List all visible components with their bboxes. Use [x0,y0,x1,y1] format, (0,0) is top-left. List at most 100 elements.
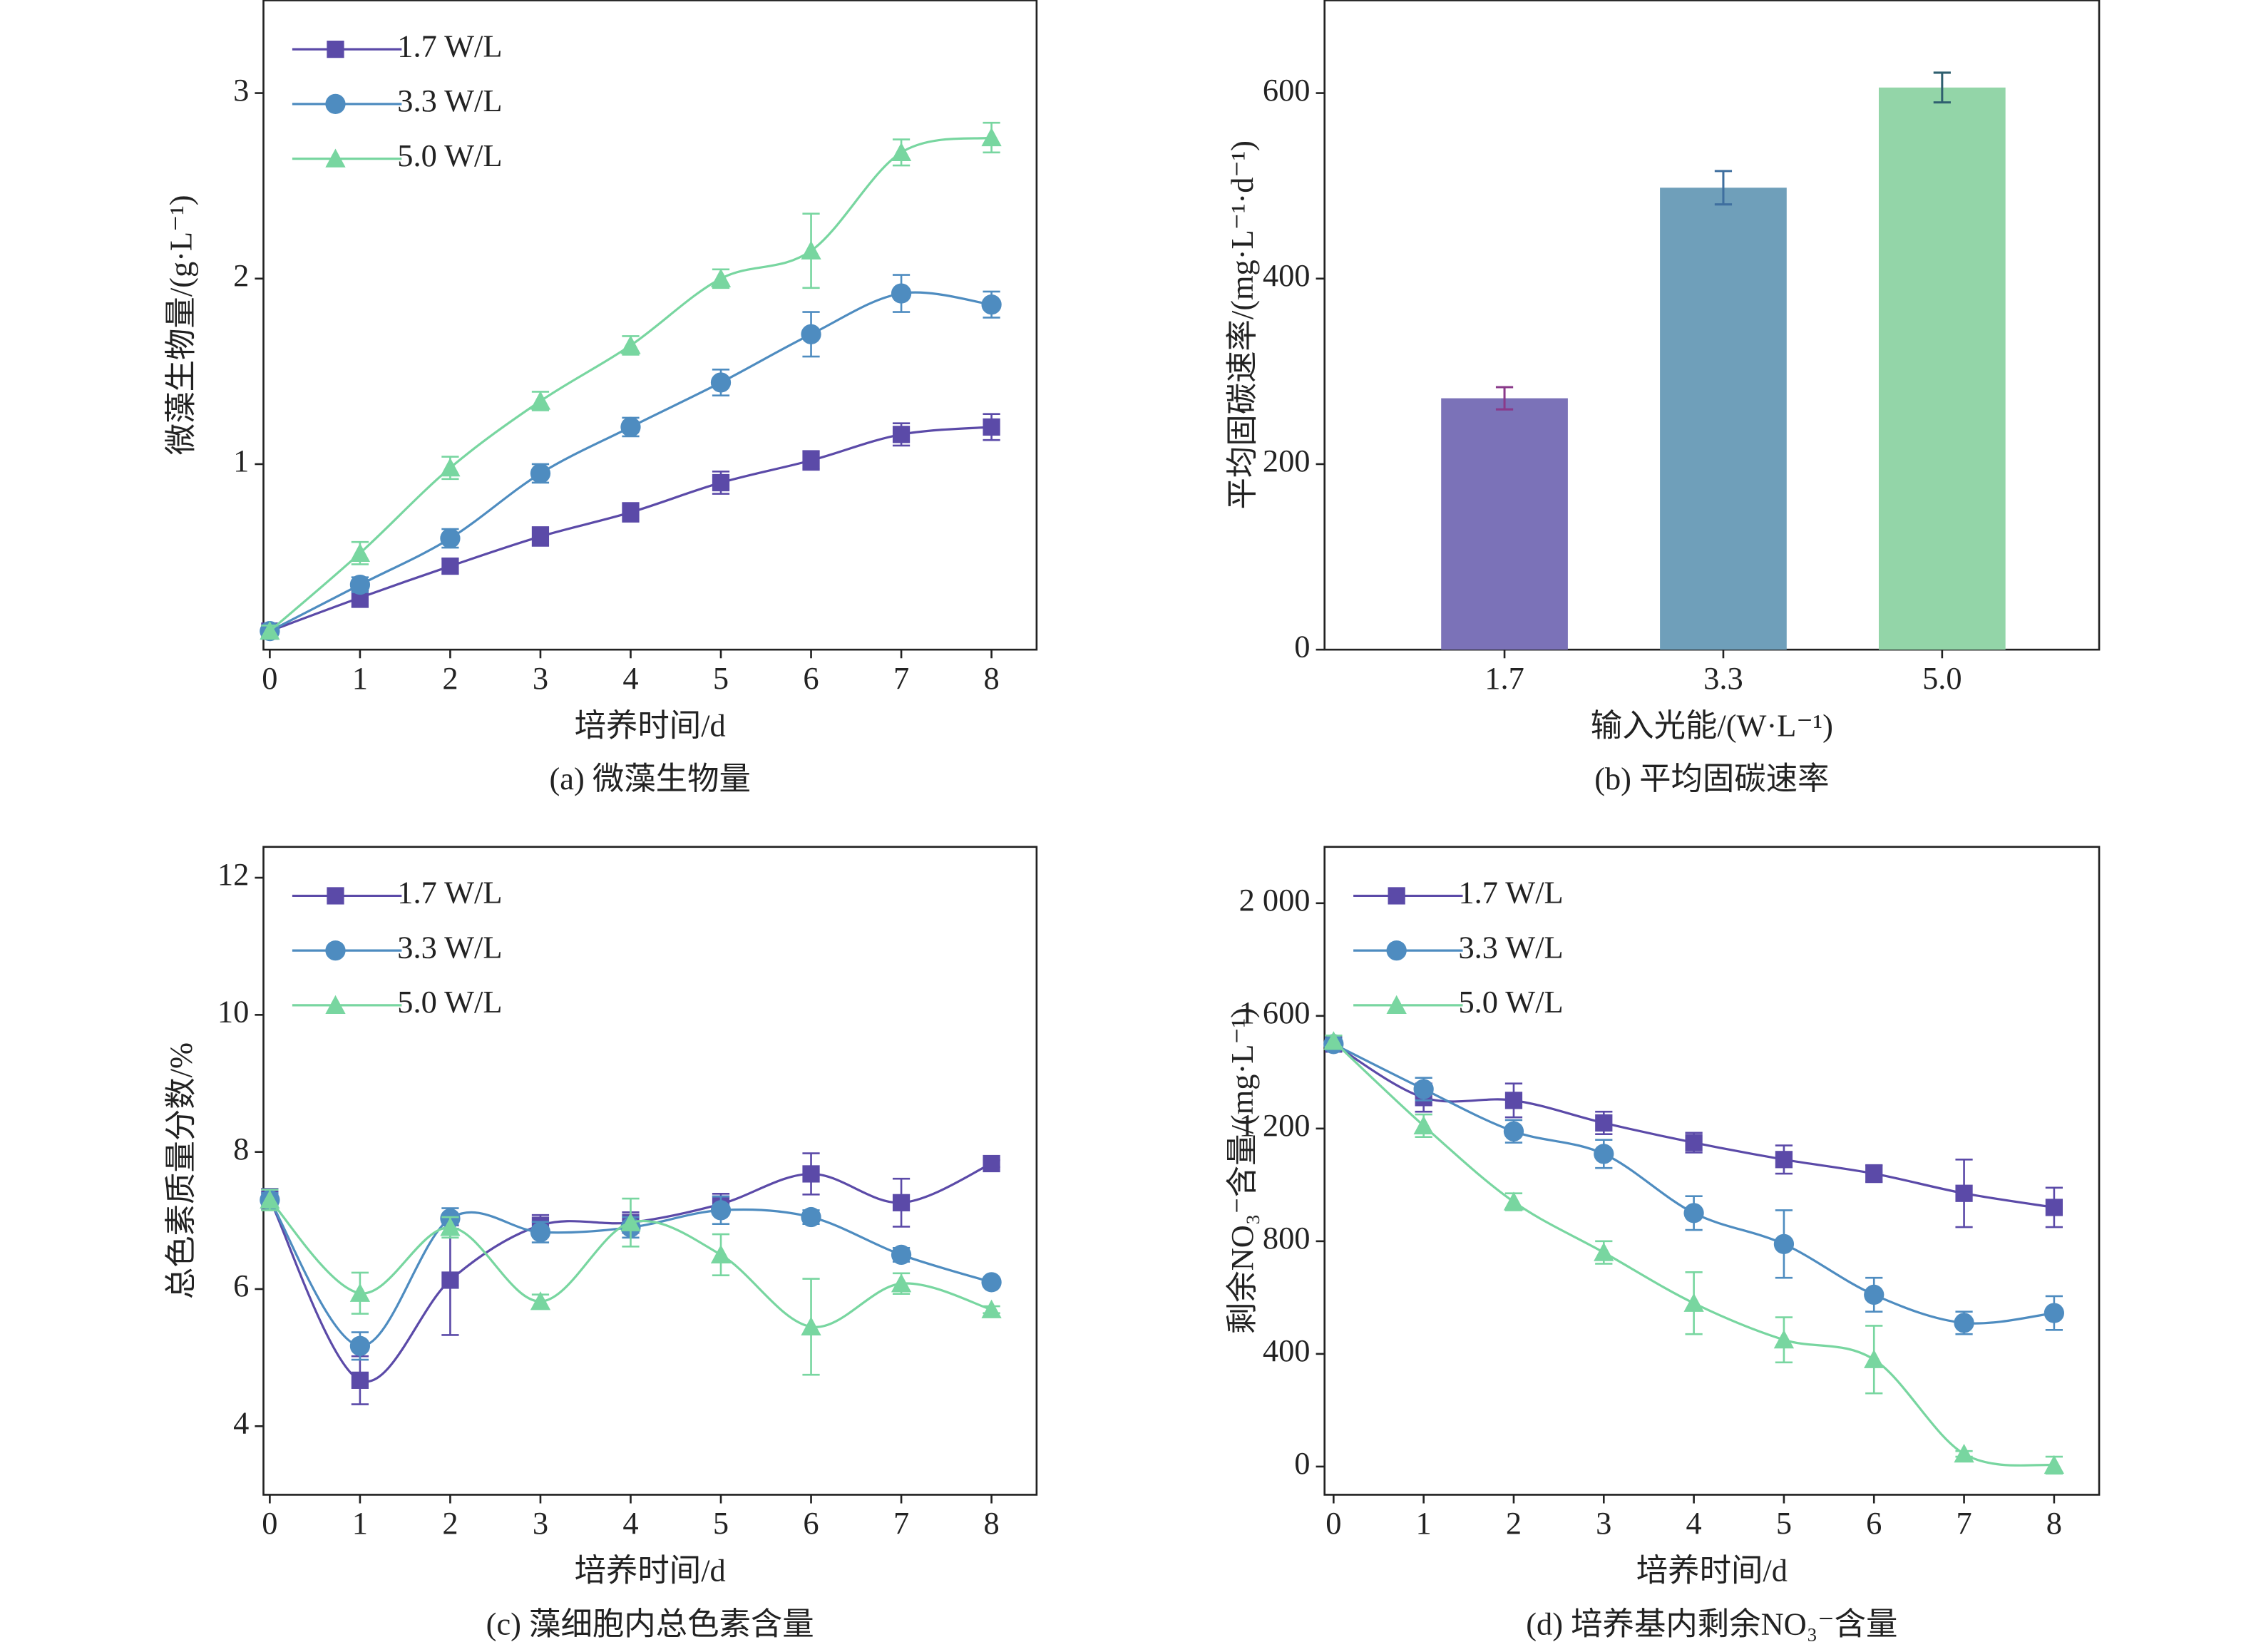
marker [1323,1031,1344,1050]
marker [351,1371,369,1389]
legend-label: 5.0 W/L [397,984,502,1020]
marker [891,283,912,304]
legend-label: 3.3 W/L [397,929,502,965]
y-tick-label: 400 [1263,1333,1311,1368]
y-tick-label: 2 [233,257,249,293]
x-tick-label: 4 [622,1505,638,1541]
marker [440,528,461,549]
x-tick-label: 3 [1596,1505,1611,1541]
x-tick-label: 4 [1686,1505,1701,1541]
bar [1660,188,1787,650]
legend-marker [327,41,344,58]
marker [2045,1199,2063,1216]
marker [710,1244,732,1264]
marker [2044,1455,2065,1474]
x-tick-label: 2 [442,660,458,696]
y-tick-label: 4 [233,1405,249,1440]
y-axis-label: 平均固碳速率/(mg·L⁻¹·d⁻¹) [1224,140,1260,510]
x-tick-label: 7 [1956,1505,1971,1541]
series-line [269,136,992,632]
marker [892,1194,911,1211]
marker [710,268,732,287]
series-line [269,426,992,632]
marker [1683,1293,1704,1312]
marker [620,416,641,438]
marker [622,503,640,521]
y-tick-label: 600 [1263,72,1311,108]
marker [1864,1284,1885,1305]
x-tick-label: 4 [622,660,638,696]
caption: (d) 培养基内剩余NO₃⁻含量 [1526,1606,1897,1641]
marker [981,1272,1002,1293]
marker [981,294,1002,315]
plot-frame [262,0,1038,651]
panel: 0 400 800 1 200 1 600 2 000 培养时间/d (d) 培养基内剩余NO… [1224,846,2101,1641]
marker [349,543,371,562]
legend-marker [325,148,346,168]
marker [891,1273,912,1293]
marker [710,372,732,393]
x-axis-label: 培养时间/d [575,707,726,743]
marker [440,458,461,477]
y-axis-label: 微藻生物量/(g·L⁻¹) [163,195,199,455]
series-line [1333,1042,2055,1209]
x-tick-label: 6 [803,1505,819,1541]
marker [1594,1242,1614,1261]
x-tick-label: 5 [713,660,729,696]
x-tick-label: 5.0 [1922,660,1962,696]
legend-marker [1386,995,1407,1015]
marker [1864,1349,1885,1368]
marker [712,473,730,492]
x-tick-label: 8 [983,660,999,696]
marker [441,557,459,575]
legend-label: 1.7 W/L [397,28,502,63]
marker [1954,1313,1974,1333]
marker [1773,1330,1795,1349]
bar [1878,87,2006,650]
y-tick-label: 3 [233,72,249,108]
marker [1503,1191,1524,1211]
marker [349,1283,371,1302]
marker [260,1189,280,1209]
marker [981,1299,1002,1318]
x-tick-label: 1 [1416,1505,1432,1541]
marker [620,335,641,354]
error-bar [1933,71,1951,104]
caption: (b) 平均固碳速率 [1594,761,1829,796]
y-tick-label: 200 [1263,443,1311,478]
y-tick-label: 12 [217,856,249,892]
x-tick-label: 1 [352,1505,368,1541]
marker [802,1165,820,1183]
marker [1594,1144,1614,1164]
marker [1504,1092,1523,1109]
marker [530,391,551,410]
marker [1413,1079,1434,1099]
marker [349,1335,371,1356]
y-tick-label: 1 [233,443,249,478]
x-tick-label: 3.3 [1703,660,1743,696]
y-axis-label: 剩余NO₃⁻含量/(mg·L⁻¹) [1224,1007,1260,1334]
plot-frame [1323,846,2101,1496]
x-tick-label: 8 [2046,1505,2062,1541]
marker [1775,1151,1793,1169]
x-axis-label: 培养时间/d [1636,1553,1788,1589]
marker [2044,1303,2065,1323]
legend-label: 1.7 W/L [1458,875,1563,910]
marker [1595,1114,1613,1132]
x-tick-label: 7 [893,660,909,696]
caption: (c) 藻细胞内总色素含量 [486,1606,814,1641]
marker [1503,1121,1524,1141]
marker [801,324,821,344]
y-tick-label: 2 000 [1239,882,1311,918]
marker [530,1291,551,1310]
x-tick-label: 6 [1866,1505,1882,1541]
x-tick-label: 2 [442,1505,458,1541]
x-tick-label: 0 [262,1505,277,1541]
marker [1685,1134,1703,1151]
y-tick-label: 1 600 [1239,995,1311,1030]
x-tick-label: 3 [533,660,548,696]
x-axis-label: 培养时间/d [575,1553,726,1589]
x-tick-label: 5 [1776,1505,1792,1541]
panel: 1 2 3 培养时间/d (a) 微藻生物量 微藻生物量/(g·L⁻¹) 0 1 2 3 4 5 6 7 8… [163,0,1038,796]
